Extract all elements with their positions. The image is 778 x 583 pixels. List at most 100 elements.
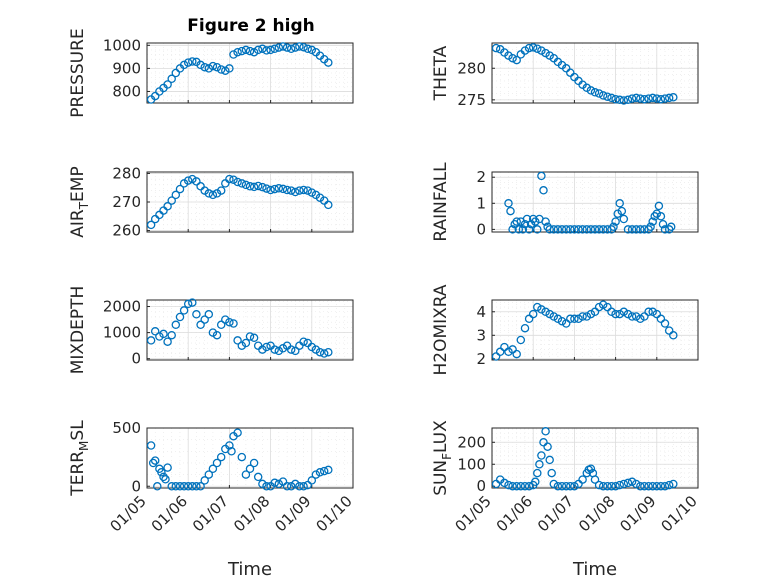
data-point <box>150 91 160 101</box>
data-point <box>266 185 275 195</box>
data-point <box>171 190 181 200</box>
data-point <box>533 302 542 312</box>
data-point <box>627 94 637 103</box>
data-point <box>286 186 296 195</box>
y-label-main: AIR <box>68 209 88 238</box>
data-point <box>578 312 587 321</box>
y-tick-label: 500 <box>112 419 141 437</box>
data-point <box>192 177 201 186</box>
data-point <box>245 464 255 474</box>
data-point <box>547 468 556 478</box>
data-point <box>646 222 655 232</box>
data-point <box>229 175 238 184</box>
data-point <box>640 481 649 491</box>
data-point <box>611 309 620 319</box>
data-point <box>270 478 279 488</box>
data-point <box>212 189 222 198</box>
plot-area <box>491 427 699 489</box>
data-point <box>603 92 612 101</box>
y-axis-label: RAINFALL <box>431 162 451 242</box>
data-point <box>520 219 530 229</box>
data-point <box>216 186 226 195</box>
data-point <box>225 317 234 327</box>
data-point <box>586 86 596 95</box>
data-point <box>167 196 176 205</box>
data-point <box>582 312 592 321</box>
data-point <box>179 60 189 70</box>
data-point <box>270 184 279 194</box>
data-point <box>163 80 172 89</box>
data-point <box>167 330 176 340</box>
data-point <box>167 482 176 491</box>
data-point <box>157 468 166 477</box>
data-point <box>627 477 637 487</box>
data-point <box>586 464 596 473</box>
data-point <box>664 480 674 490</box>
data-point <box>582 225 592 234</box>
data-point <box>648 307 657 317</box>
data-point <box>537 305 546 314</box>
data-point <box>607 93 616 103</box>
data-point <box>512 217 521 226</box>
data-point <box>500 478 509 488</box>
data-point <box>274 346 284 356</box>
data-point <box>508 225 517 234</box>
data-point <box>648 481 657 491</box>
y-axis-label: TERRMSL <box>68 420 91 497</box>
data-point <box>241 180 251 190</box>
data-point <box>159 329 168 339</box>
data-point <box>520 481 530 491</box>
y-axis-label: PRESSURE <box>68 28 88 117</box>
axes-box <box>491 299 699 361</box>
y-tick-label: 1000 <box>103 324 141 342</box>
data-point <box>533 225 542 234</box>
data-point <box>528 214 538 224</box>
data-point <box>183 299 193 309</box>
data-point <box>253 45 263 55</box>
data-point <box>570 481 579 491</box>
series-markers <box>146 428 333 491</box>
data-point <box>291 479 300 489</box>
data-point <box>512 55 521 65</box>
data-point <box>518 225 528 234</box>
data-point <box>221 66 230 75</box>
data-point <box>286 482 296 491</box>
data-point <box>504 199 513 208</box>
data-point <box>512 349 521 359</box>
data-point <box>212 458 222 468</box>
data-point <box>249 47 259 57</box>
data-point <box>524 225 534 234</box>
data-point <box>631 479 641 489</box>
data-point <box>516 335 526 345</box>
y-tick-label: 2000 <box>103 298 141 316</box>
data-point <box>324 465 333 475</box>
data-point <box>183 176 193 185</box>
data-point <box>609 222 618 232</box>
data-point <box>549 479 559 489</box>
data-point <box>574 225 583 234</box>
data-point <box>216 452 226 462</box>
axes-box <box>491 42 699 104</box>
axes-box <box>146 42 354 104</box>
subplot-rainfall: 0 1 2 RAINFALL <box>431 162 699 242</box>
data-point <box>216 320 226 330</box>
data-point <box>161 475 170 484</box>
data-point <box>607 481 616 491</box>
x-tick-label: 01/05 <box>107 492 150 535</box>
y-axis-label: THETA <box>431 45 451 101</box>
data-point <box>241 45 251 55</box>
data-point <box>237 46 247 56</box>
data-point <box>319 466 329 476</box>
data-point <box>192 482 201 491</box>
y-axis-label: MIXDEPTH <box>68 286 88 375</box>
x-tick-label: 01/09 <box>616 492 659 535</box>
data-point <box>266 45 275 55</box>
data-point <box>535 460 544 469</box>
data-point <box>508 53 517 63</box>
data-point <box>148 458 158 468</box>
data-point <box>270 345 279 354</box>
data-point <box>171 482 181 491</box>
data-point <box>611 94 620 104</box>
